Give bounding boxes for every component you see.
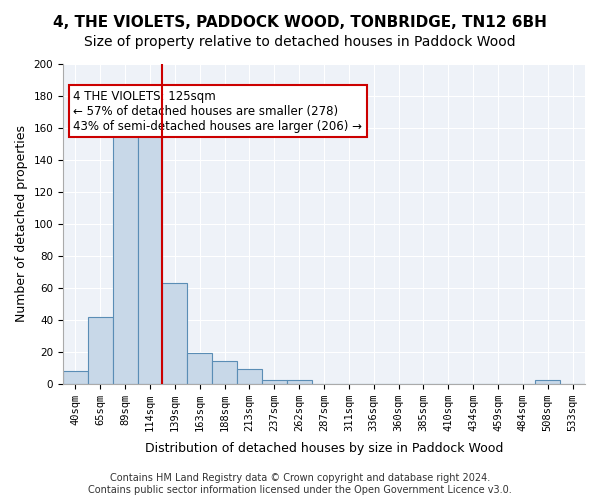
Bar (237, 370, 262, 384)
Bar (287, 380, 311, 384)
Text: Size of property relative to detached houses in Paddock Wood: Size of property relative to detached ho… (84, 35, 516, 49)
Bar (187, 354, 212, 384)
Text: Contains HM Land Registry data © Crown copyright and database right 2024.
Contai: Contains HM Land Registry data © Crown c… (88, 474, 512, 495)
Y-axis label: Number of detached properties: Number of detached properties (15, 126, 28, 322)
Text: 4, THE VIOLETS, PADDOCK WOOD, TONBRIDGE, TN12 6BH: 4, THE VIOLETS, PADDOCK WOOD, TONBRIDGE,… (53, 15, 547, 30)
Bar (113, 120, 137, 384)
Text: 4 THE VIOLETS: 125sqm
← 57% of detached houses are smaller (278)
43% of semi-det: 4 THE VIOLETS: 125sqm ← 57% of detached … (73, 90, 362, 132)
Bar (63, 371, 88, 384)
X-axis label: Distribution of detached houses by size in Paddock Wood: Distribution of detached houses by size … (145, 442, 503, 455)
Bar (535, 380, 560, 384)
Bar (212, 362, 237, 384)
Bar (88, 316, 113, 384)
Bar (137, 120, 163, 384)
Bar (163, 283, 187, 384)
Bar (262, 380, 287, 384)
